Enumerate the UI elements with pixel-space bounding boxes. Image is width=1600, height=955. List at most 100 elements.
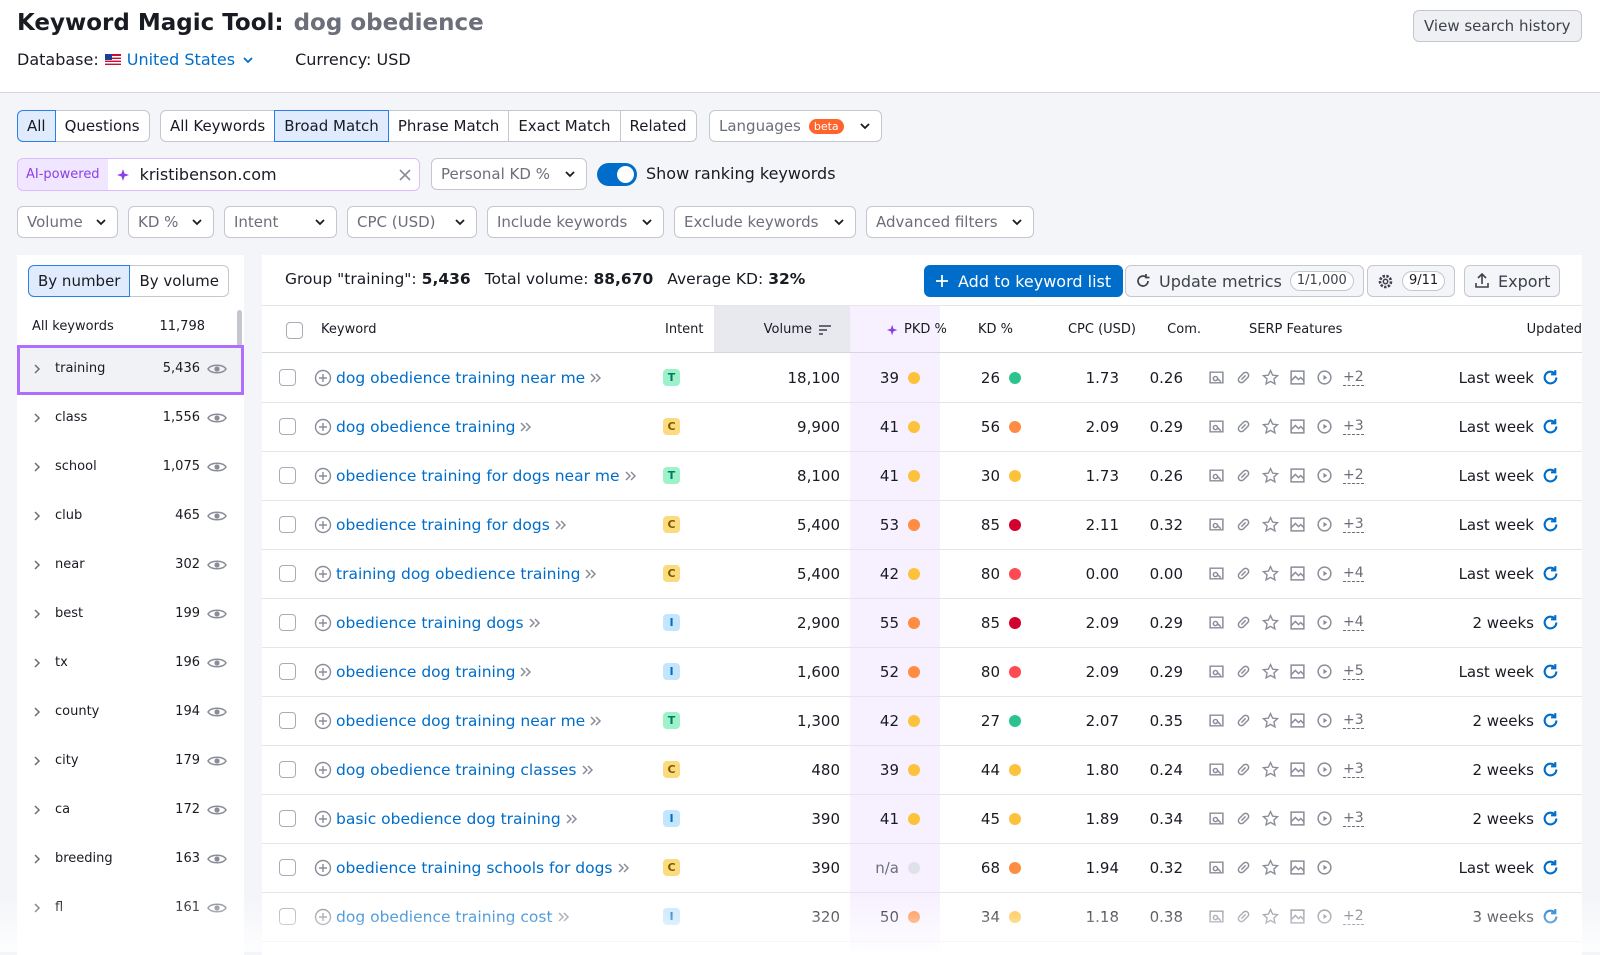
update-button[interactable]: Update metrics1/1,000 — [1125, 265, 1364, 297]
personal-kd-dropdown[interactable]: Personal KD % — [431, 158, 587, 190]
refresh-icon[interactable] — [1542, 467, 1559, 484]
serp-more[interactable]: +3 — [1343, 712, 1364, 729]
row-checkbox[interactable] — [279, 598, 296, 647]
filter-dropdown[interactable]: CPC (USD) — [347, 206, 477, 238]
add-icon[interactable] — [314, 418, 332, 436]
group-row[interactable]: class1,556 — [17, 394, 244, 444]
add-icon[interactable] — [314, 761, 332, 779]
serp-more[interactable]: +3 — [1343, 761, 1364, 778]
tab[interactable]: Questions — [55, 110, 150, 142]
serp-more[interactable]: +4 — [1343, 614, 1364, 631]
column-header[interactable]: PKD % — [886, 306, 947, 353]
keyword-link[interactable]: dog obedience training near me — [336, 369, 585, 387]
domain-input[interactable]: kristibenson.com — [108, 159, 419, 190]
group-row[interactable]: tx196 — [17, 639, 244, 689]
eye[interactable] — [207, 852, 227, 866]
keyword-link[interactable]: dog obedience training — [336, 418, 515, 436]
filter-dropdown[interactable]: Include keywords — [487, 206, 664, 238]
eye[interactable] — [207, 411, 227, 425]
filter-dropdown[interactable]: Volume — [17, 206, 118, 238]
row-checkbox[interactable] — [279, 696, 296, 745]
languages-dropdown[interactable]: Languagesbeta — [709, 110, 882, 142]
refresh-icon[interactable] — [1542, 712, 1559, 729]
add-icon[interactable] — [314, 369, 332, 387]
refresh-icon[interactable] — [1542, 565, 1559, 582]
keyword-link[interactable]: obedience training schools for dogs — [336, 859, 613, 877]
column-header[interactable]: SERP Features — [1249, 306, 1342, 353]
export-button[interactable]: Export — [1464, 265, 1560, 297]
column-header[interactable]: Com. — [1167, 306, 1201, 353]
group-row[interactable]: ca172 — [17, 786, 244, 836]
filter-dropdown[interactable]: Intent — [224, 206, 337, 238]
clear[interactable] — [399, 169, 411, 181]
row-checkbox[interactable] — [279, 745, 296, 794]
add-icon[interactable] — [314, 565, 332, 583]
eye[interactable] — [207, 656, 227, 670]
row-checkbox[interactable] — [279, 451, 296, 500]
row-checkbox[interactable] — [279, 500, 296, 549]
drill-icon[interactable] — [589, 715, 603, 727]
group-row[interactable]: club465 — [17, 492, 244, 542]
eye[interactable] — [207, 803, 227, 817]
filter-dropdown[interactable]: Exclude keywords — [674, 206, 856, 238]
group-row[interactable]: school1,075 — [17, 443, 244, 493]
column-header[interactable]: CPC (USD) — [1068, 306, 1136, 353]
keyword-link[interactable]: training dog obedience training — [336, 565, 580, 583]
add-button[interactable]: Add to keyword list — [924, 265, 1123, 297]
drill-icon[interactable] — [565, 813, 579, 825]
column-header[interactable]: Keyword — [321, 306, 377, 353]
filter-dropdown[interactable]: Advanced filters — [866, 206, 1034, 238]
eye[interactable] — [207, 509, 227, 523]
eye[interactable] — [207, 754, 227, 768]
group-row[interactable]: near302 — [17, 541, 244, 591]
group-row[interactable]: breeding163 — [17, 835, 244, 885]
refresh-icon[interactable] — [1542, 810, 1559, 827]
refresh-icon[interactable] — [1542, 614, 1559, 631]
serp-more[interactable]: +3 — [1343, 516, 1364, 533]
drill-icon[interactable] — [519, 666, 533, 678]
add-icon[interactable] — [314, 859, 332, 877]
drill-icon[interactable] — [624, 470, 638, 482]
serp-more[interactable]: +5 — [1343, 663, 1364, 680]
add-icon[interactable] — [314, 810, 332, 828]
sort-option[interactable]: By number — [28, 265, 130, 297]
drill-icon[interactable] — [581, 764, 595, 776]
tab[interactable]: Related — [620, 110, 697, 142]
group-row[interactable]: county194 — [17, 688, 244, 738]
eye[interactable] — [207, 705, 227, 719]
eye[interactable] — [207, 607, 227, 621]
group-row[interactable]: training5,436 — [17, 345, 244, 395]
keyword-link[interactable]: obedience training for dogs — [336, 516, 550, 534]
group-row[interactable]: city179 — [17, 737, 244, 787]
group-row[interactable]: best199 — [17, 590, 244, 640]
settings-button[interactable]: 9/11 — [1367, 265, 1455, 297]
row-checkbox[interactable] — [279, 353, 296, 402]
tab[interactable]: Phrase Match — [388, 110, 510, 142]
column-header[interactable]: KD % — [978, 306, 1013, 353]
history-button[interactable]: View search history — [1413, 10, 1582, 42]
tab[interactable]: All Keywords — [160, 110, 275, 142]
serp-more[interactable]: +2 — [1343, 369, 1364, 386]
serp-more[interactable]: +3 — [1343, 810, 1364, 827]
keyword-link[interactable]: obedience dog training — [336, 663, 515, 681]
add-icon[interactable] — [314, 467, 332, 485]
toggle[interactable] — [597, 163, 637, 186]
refresh-icon[interactable] — [1542, 369, 1559, 386]
serp-more[interactable]: +4 — [1343, 565, 1364, 582]
keyword-link[interactable]: dog obedience training classes — [336, 761, 577, 779]
column-header[interactable]: Updated — [1527, 306, 1582, 353]
add-icon[interactable] — [314, 516, 332, 534]
eye[interactable] — [207, 460, 227, 474]
keyword-link[interactable]: basic obedience dog training — [336, 810, 561, 828]
column-header[interactable]: Intent — [665, 306, 704, 353]
keyword-link[interactable]: obedience dog training near me — [336, 712, 585, 730]
drill-icon[interactable] — [528, 617, 542, 629]
add-icon[interactable] — [314, 712, 332, 730]
refresh-icon[interactable] — [1542, 761, 1559, 778]
tab[interactable]: All — [17, 110, 56, 142]
drill-icon[interactable] — [589, 372, 603, 384]
drill-icon[interactable] — [584, 568, 598, 580]
column-header[interactable]: Volume — [764, 306, 832, 353]
row-checkbox[interactable] — [279, 549, 296, 598]
tab[interactable]: Broad Match — [274, 110, 389, 142]
